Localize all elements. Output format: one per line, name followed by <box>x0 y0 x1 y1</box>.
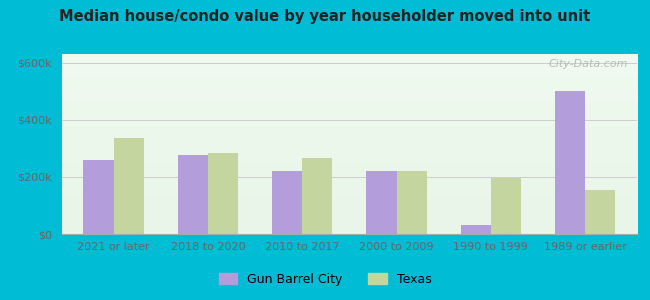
Bar <box>302 158 332 234</box>
Bar <box>461 225 491 234</box>
Bar <box>114 138 144 234</box>
Text: City-Data.com: City-Data.com <box>549 59 629 69</box>
Bar <box>83 160 114 234</box>
Bar <box>396 171 426 234</box>
Bar <box>208 153 238 234</box>
Bar <box>367 171 396 234</box>
Legend: Gun Barrel City, Texas: Gun Barrel City, Texas <box>214 268 436 291</box>
Bar <box>177 155 208 234</box>
Bar <box>555 91 585 234</box>
Bar <box>491 178 521 234</box>
Text: Median house/condo value by year householder moved into unit: Median house/condo value by year househo… <box>59 9 591 24</box>
Bar <box>585 190 616 234</box>
Bar <box>272 171 302 234</box>
